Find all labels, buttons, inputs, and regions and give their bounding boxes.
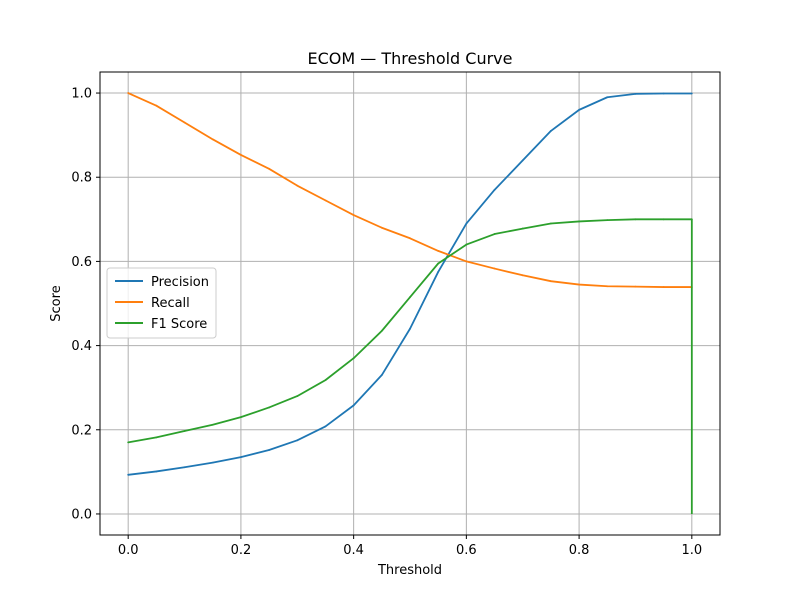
data-point — [155, 104, 158, 107]
data-point — [437, 271, 440, 273]
data-point — [352, 404, 355, 407]
data-point — [268, 167, 270, 170]
y-tick-label: 0.4 — [71, 339, 92, 354]
x-tick-label: 1.0 — [681, 543, 702, 558]
data-point — [578, 283, 580, 286]
data-point — [521, 227, 524, 230]
data-point — [550, 222, 552, 225]
data-point — [183, 466, 186, 469]
data-point — [662, 218, 665, 221]
y-tick-label: 0.2 — [71, 423, 92, 438]
x-tick-label: 0.2 — [231, 543, 252, 558]
data-point — [240, 154, 242, 156]
data-point — [606, 219, 609, 222]
data-point — [268, 449, 270, 451]
data-point — [690, 218, 693, 221]
data-point — [634, 285, 637, 288]
data-point — [493, 188, 496, 191]
legend-label: F1 Score — [151, 317, 207, 332]
data-point — [324, 199, 327, 202]
axis-ticks: 0.0 0.2 0.4 0.6 0.8 1.0 0.0 0.2 0.4 0.6 0.8 1.0 — [71, 87, 702, 558]
y-tick-label: 0.0 — [71, 507, 92, 522]
data-point — [127, 92, 130, 94]
data-point — [465, 260, 468, 263]
data-point — [324, 425, 327, 428]
data-point — [409, 327, 411, 330]
data-point — [211, 461, 214, 464]
data-point — [380, 226, 383, 229]
data-point — [380, 374, 383, 376]
data-point — [662, 286, 665, 288]
data-point — [578, 220, 580, 223]
data-point — [634, 92, 637, 95]
data-point — [606, 96, 609, 99]
data-point — [550, 280, 552, 283]
data-point — [155, 436, 158, 439]
data-point — [578, 108, 580, 111]
data-point — [437, 262, 440, 265]
data-point — [550, 130, 552, 132]
data-point — [127, 441, 130, 444]
data-point — [240, 456, 242, 459]
data-point — [409, 237, 411, 240]
data-point — [521, 159, 524, 162]
data-point — [296, 184, 299, 187]
y-tick-label: 0.8 — [71, 171, 92, 186]
data-point — [352, 214, 355, 217]
legend-label: Precision — [151, 275, 209, 290]
data-point — [690, 92, 693, 95]
data-point — [606, 285, 609, 288]
series-line-f1-score — [128, 218, 693, 514]
data-point — [493, 267, 496, 270]
y-axis-title: Score — [49, 285, 64, 321]
data-point — [634, 218, 637, 221]
series-lines — [127, 92, 693, 514]
data-point — [380, 329, 383, 332]
legend: Precision Recall F1 Score — [106, 267, 217, 339]
data-point — [493, 233, 496, 235]
legend-box — [106, 267, 217, 339]
data-point — [268, 406, 270, 409]
y-tick-label: 1.0 — [71, 87, 92, 102]
x-axis-title: Threshold — [377, 563, 442, 578]
data-point — [155, 470, 158, 473]
chart-title: ECOM — Threshold Curve — [308, 49, 513, 68]
x-tick-label: 0.0 — [118, 543, 139, 558]
legend-label: Recall — [151, 296, 190, 311]
data-point — [465, 222, 468, 225]
data-point — [662, 92, 665, 95]
data-point — [127, 473, 130, 476]
data-point — [324, 379, 327, 382]
x-tick-label: 0.8 — [569, 543, 590, 558]
y-tick-label: 0.6 — [71, 255, 92, 270]
x-tick-label: 0.6 — [456, 543, 477, 558]
data-point — [183, 430, 186, 432]
data-point — [521, 274, 524, 277]
data-point — [240, 416, 242, 419]
data-point — [211, 423, 214, 426]
x-tick-label: 0.4 — [343, 543, 364, 558]
data-point — [211, 138, 214, 141]
data-point — [437, 249, 440, 252]
data-point — [352, 357, 355, 360]
plot-frame — [99, 71, 721, 536]
data-point — [183, 121, 186, 124]
data-point — [296, 439, 299, 442]
data-point — [409, 296, 411, 299]
grid-lines — [100, 72, 720, 535]
data-point — [296, 395, 299, 397]
data-point — [465, 243, 468, 246]
